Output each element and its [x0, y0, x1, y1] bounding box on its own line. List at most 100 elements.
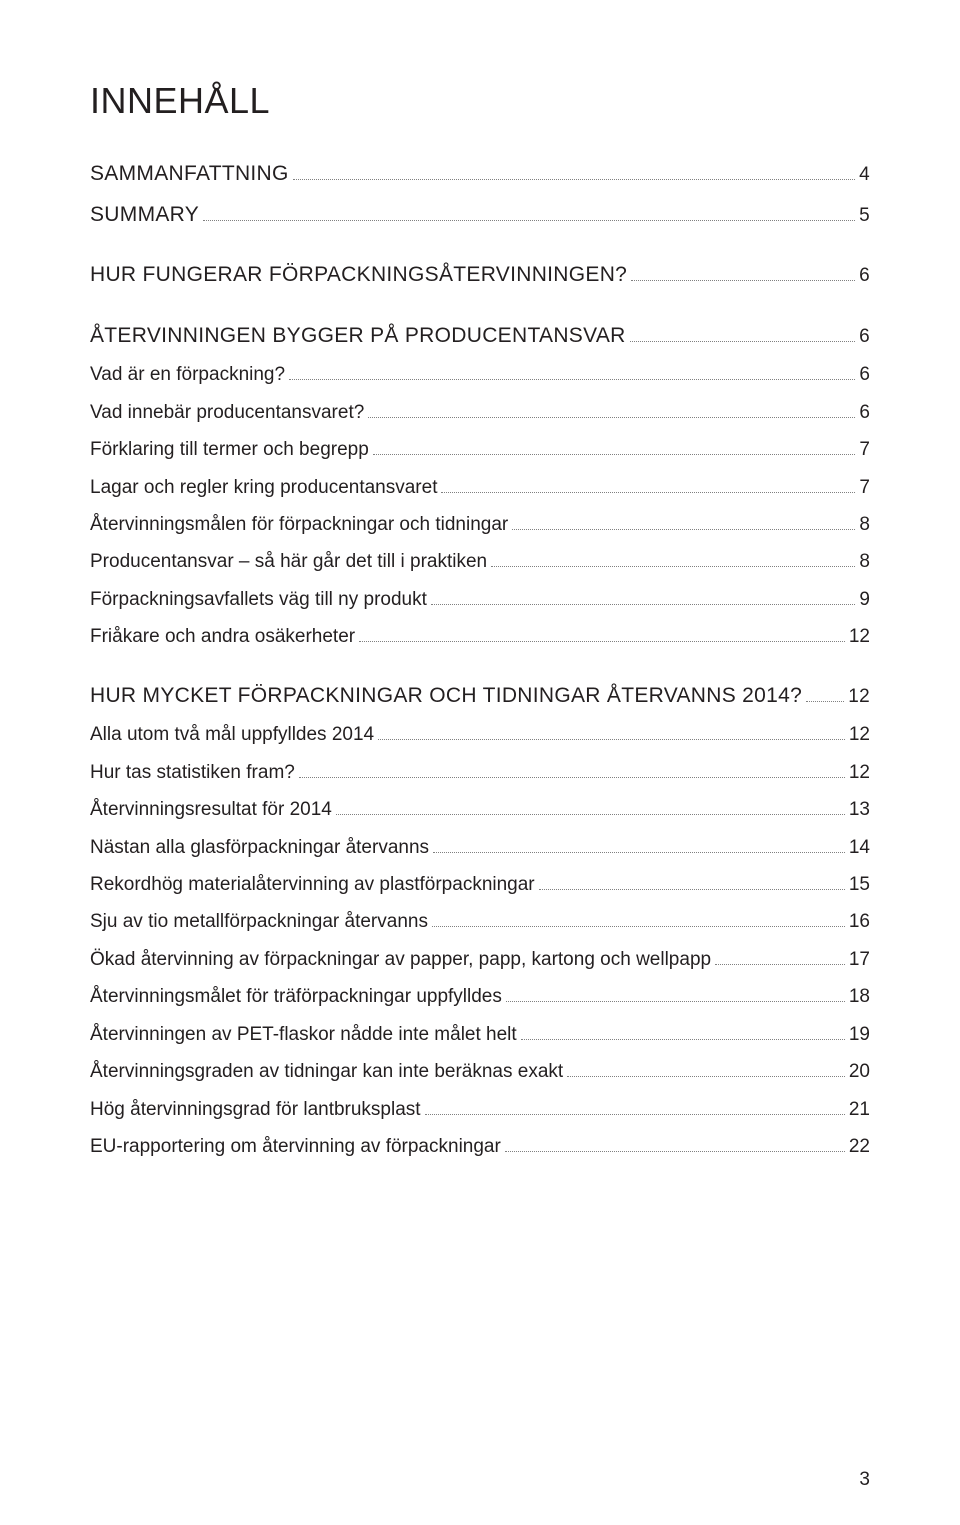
- toc-leader-dots: [432, 926, 845, 927]
- toc-page-number: 13: [849, 795, 870, 824]
- page-number: 3: [859, 1469, 870, 1491]
- toc-label: HUR FUNGERAR FÖRPACKNINGSÅTERVINNINGEN?: [90, 259, 627, 292]
- toc-leader-dots: [505, 1151, 845, 1152]
- toc-leader-dots: [539, 889, 845, 890]
- toc-label: Återvinningsgraden av tidningar kan inte…: [90, 1057, 563, 1086]
- toc-leader-dots: [491, 566, 855, 567]
- toc-line[interactable]: Lagar och regler kring producentansvaret…: [90, 473, 870, 502]
- toc-page-number: 8: [859, 510, 870, 539]
- toc-page-number: 8: [859, 547, 870, 576]
- toc-line[interactable]: Hur tas statistiken fram? 12: [90, 758, 870, 787]
- toc-page-number: 16: [849, 907, 870, 936]
- toc-line[interactable]: HUR MYCKET FÖRPACKNINGAR OCH TIDNINGAR Å…: [90, 680, 870, 713]
- toc-leader-dots: [203, 220, 855, 221]
- toc-label: Nästan alla glasförpackningar återvanns: [90, 833, 429, 862]
- toc-leader-dots: [631, 280, 855, 281]
- toc-page-number: 7: [859, 473, 870, 502]
- toc-line[interactable]: Sju av tio metallförpackningar återvanns…: [90, 907, 870, 936]
- toc-label: Rekordhög materialåtervinning av plastfö…: [90, 870, 535, 899]
- toc-page-number: 6: [859, 261, 870, 290]
- toc-line[interactable]: Förpackningsavfallets väg till ny produk…: [90, 585, 870, 614]
- toc-page-number: 5: [859, 201, 870, 230]
- toc-label: Ökad återvinning av förpackningar av pap…: [90, 945, 711, 974]
- toc-page-number: 9: [859, 585, 870, 614]
- toc-leader-dots: [425, 1114, 845, 1115]
- toc-block: HUR FUNGERAR FÖRPACKNINGSÅTERVINNINGEN? 6: [90, 259, 870, 292]
- toc-line[interactable]: Alla utom två mål uppfylldes 201412: [90, 720, 870, 749]
- toc-label: SAMMANFATTNING: [90, 158, 289, 191]
- toc-label: Sju av tio metallförpackningar återvanns: [90, 907, 428, 936]
- toc-page-number: 12: [848, 682, 870, 711]
- toc-page-number: 22: [849, 1132, 870, 1161]
- toc-line[interactable]: HUR FUNGERAR FÖRPACKNINGSÅTERVINNINGEN? 6: [90, 259, 870, 292]
- toc-page-number: 12: [849, 758, 870, 787]
- toc-leader-dots: [289, 379, 855, 380]
- toc-line[interactable]: SAMMANFATTNING 4: [90, 158, 870, 191]
- toc-page-number: 6: [859, 398, 870, 427]
- toc-label: Lagar och regler kring producentansvaret: [90, 473, 437, 502]
- toc-line[interactable]: SUMMARY 5: [90, 199, 870, 232]
- toc-page-number: 14: [849, 833, 870, 862]
- toc-line[interactable]: Återvinningsmålet för träförpackningar u…: [90, 982, 870, 1011]
- toc-leader-dots: [441, 492, 855, 493]
- toc-label: Hög återvinningsgrad för lantbruksplast: [90, 1095, 421, 1124]
- toc-page-number: 17: [849, 945, 870, 974]
- toc-line[interactable]: ÅTERVINNINGEN BYGGER PÅ PRODUCENTANSVAR 6: [90, 320, 870, 353]
- toc-leader-dots: [567, 1076, 845, 1077]
- toc-page-number: 6: [859, 322, 870, 351]
- toc-line[interactable]: Återvinningen av PET-flaskor nådde inte …: [90, 1020, 870, 1049]
- toc-label: EU-rapportering om återvinning av förpac…: [90, 1132, 501, 1161]
- toc-line[interactable]: Ökad återvinning av förpackningar av pap…: [90, 945, 870, 974]
- toc-label: Återvinningsresultat för 2014: [90, 795, 332, 824]
- toc-label: ÅTERVINNINGEN BYGGER PÅ PRODUCENTANSVAR: [90, 320, 626, 353]
- toc-page-number: 19: [849, 1020, 870, 1049]
- toc-leader-dots: [299, 777, 845, 778]
- toc-leader-dots: [715, 964, 845, 965]
- toc-page-number: 7: [859, 435, 870, 464]
- toc-block: SAMMANFATTNING 4 SUMMARY 5: [90, 158, 870, 231]
- toc-label: Alla utom två mål uppfylldes 2014: [90, 720, 374, 749]
- toc-block: HUR MYCKET FÖRPACKNINGAR OCH TIDNINGAR Å…: [90, 680, 870, 1162]
- toc-label: Friåkare och andra osäkerheter: [90, 622, 355, 651]
- toc-line[interactable]: Rekordhög materialåtervinning av plastfö…: [90, 870, 870, 899]
- toc-label: Återvinningsmålet för träförpackningar u…: [90, 982, 502, 1011]
- toc-leader-dots: [431, 604, 856, 605]
- page-title: INNEHÅLL: [90, 80, 870, 122]
- toc-label: Förklaring till termer och begrepp: [90, 435, 369, 464]
- toc-line[interactable]: EU-rapportering om återvinning av förpac…: [90, 1132, 870, 1161]
- toc-leader-dots: [512, 529, 855, 530]
- toc-label: Förpackningsavfallets väg till ny produk…: [90, 585, 427, 614]
- toc-line[interactable]: Återvinningsresultat för 2014 13: [90, 795, 870, 824]
- toc-page-number: 4: [859, 160, 870, 189]
- toc-leader-dots: [506, 1001, 845, 1002]
- toc-leader-dots: [433, 852, 845, 853]
- toc-label: Återvinningen av PET-flaskor nådde inte …: [90, 1020, 517, 1049]
- toc-line[interactable]: Återvinningsgraden av tidningar kan inte…: [90, 1057, 870, 1086]
- toc-leader-dots: [336, 814, 845, 815]
- toc-label: Vad är en förpackning?: [90, 360, 285, 389]
- toc-label: HUR MYCKET FÖRPACKNINGAR OCH TIDNINGAR Å…: [90, 680, 802, 713]
- toc-leader-dots: [521, 1039, 845, 1040]
- toc-page-number: 20: [849, 1057, 870, 1086]
- toc-line[interactable]: Förklaring till termer och begrepp 7: [90, 435, 870, 464]
- toc-page-number: 15: [849, 870, 870, 899]
- toc-leader-dots: [806, 701, 844, 702]
- toc-line[interactable]: Friåkare och andra osäkerheter 12: [90, 622, 870, 651]
- toc-line[interactable]: Hög återvinningsgrad för lantbruksplast2…: [90, 1095, 870, 1124]
- toc-line[interactable]: Återvinningsmålen för förpackningar och …: [90, 510, 870, 539]
- toc-page-number: 6: [859, 360, 870, 389]
- toc-label: Vad innebär producentansvaret?: [90, 398, 364, 427]
- toc-leader-dots: [630, 341, 856, 342]
- toc-label: SUMMARY: [90, 199, 199, 232]
- toc-page-number: 12: [849, 622, 870, 651]
- toc-line[interactable]: Nästan alla glasförpackningar återvanns 1…: [90, 833, 870, 862]
- toc-leader-dots: [293, 179, 855, 180]
- toc-leader-dots: [378, 739, 845, 740]
- toc-line[interactable]: Vad innebär producentansvaret? 6: [90, 398, 870, 427]
- toc-label: Hur tas statistiken fram?: [90, 758, 295, 787]
- toc-page-number: 18: [849, 982, 870, 1011]
- toc-line[interactable]: Vad är en förpackning? 6: [90, 360, 870, 389]
- toc-line[interactable]: Producentansvar – så här går det till i …: [90, 547, 870, 576]
- toc-label: Producentansvar – så här går det till i …: [90, 547, 487, 576]
- toc-block: ÅTERVINNINGEN BYGGER PÅ PRODUCENTANSVAR 6…: [90, 320, 870, 652]
